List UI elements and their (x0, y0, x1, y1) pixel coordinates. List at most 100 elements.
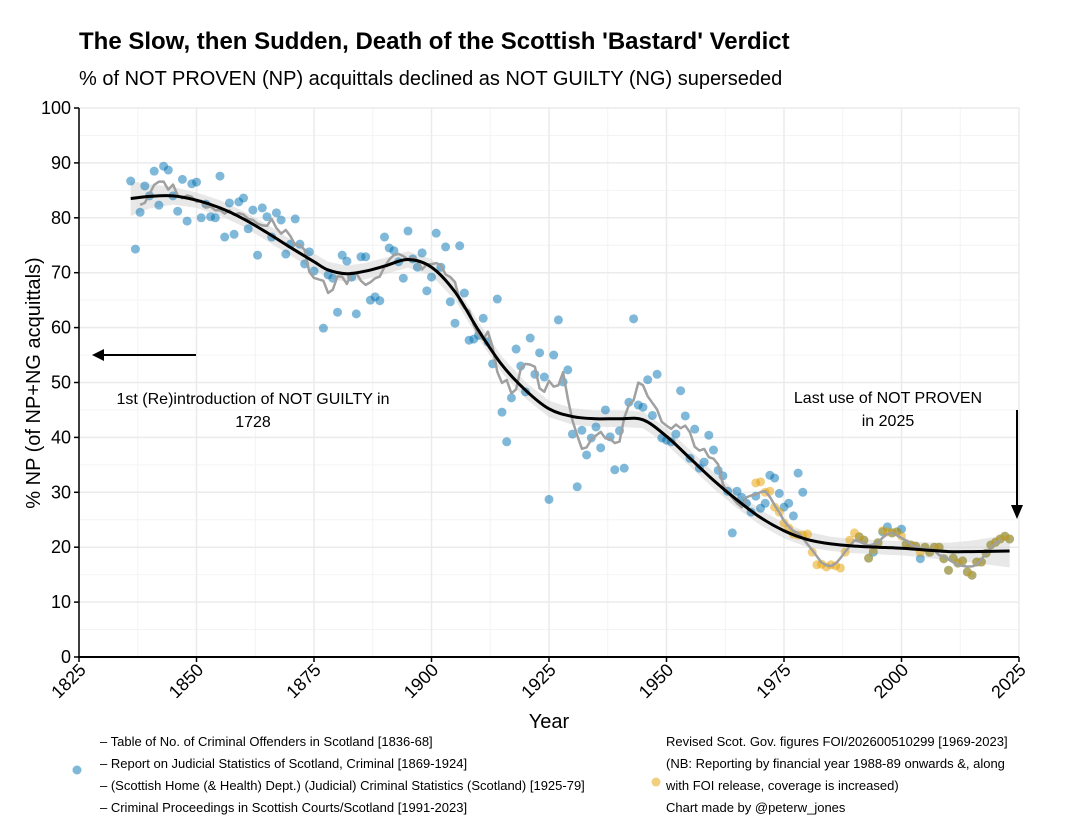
data-point-official (304, 247, 314, 257)
data-point-official (135, 207, 145, 217)
data-point-official (257, 203, 267, 213)
data-point-official (582, 450, 592, 460)
data-point-official (572, 482, 582, 492)
data-point-official (478, 313, 488, 323)
data-point-official (793, 468, 803, 478)
arrow-left-icon (92, 349, 104, 361)
data-point-foi (756, 477, 765, 487)
data-point-official (422, 286, 432, 296)
data-point-official (149, 166, 159, 176)
legend-line: (NB: Reporting by financial year 1988-89… (666, 756, 1005, 771)
data-point-official (676, 386, 686, 396)
y-tick-label: 0 (61, 647, 71, 667)
data-point-foi (835, 563, 845, 573)
data-point-official (737, 492, 747, 502)
data-point-official (130, 244, 140, 254)
data-point-official (333, 307, 342, 317)
y-tick-label: 70 (51, 263, 71, 283)
smooth-trend-line (130, 194, 1010, 554)
data-point-official (727, 528, 737, 538)
data-point-official (553, 315, 563, 325)
data-point-official (220, 232, 230, 242)
x-tick-label: 1975 (752, 660, 794, 702)
legend-label-official: – Table of No. of Criminal Offenders in … (100, 731, 585, 819)
data-point-official (215, 171, 225, 181)
data-point-official (600, 405, 610, 415)
y-tick-label: 80 (51, 208, 71, 228)
y-tick-label: 60 (51, 318, 71, 338)
data-point-official (450, 318, 460, 328)
data-point-official (770, 473, 780, 483)
data-point-official (163, 165, 173, 175)
data-point-official (680, 411, 690, 421)
data-point-official (638, 402, 648, 412)
data-point-official (271, 208, 281, 218)
x-tick-label: 1950 (635, 660, 677, 702)
data-point-official (516, 361, 526, 371)
chart-subtitle: % of NOT PROVEN (NP) acquittals declined… (79, 68, 783, 90)
data-point-official (196, 213, 206, 223)
data-point-official (671, 429, 681, 439)
data-point-official (619, 463, 629, 473)
lines-group (130, 180, 1010, 568)
data-point-official (577, 425, 587, 435)
legend-line: Revised Scot. Gov. figures FOI/202600510… (666, 734, 1008, 749)
data-point-official (732, 486, 742, 496)
data-point-foi (1005, 534, 1015, 544)
data-point-official (539, 372, 549, 382)
legend-line: – Report on Judicial Statistics of Scotl… (100, 756, 468, 771)
data-point-official (290, 214, 300, 224)
x-axis-label: Year (529, 711, 570, 733)
data-point-official (342, 256, 352, 266)
data-point-official (182, 216, 192, 226)
data-point-official (699, 457, 709, 467)
data-point-official (915, 554, 925, 564)
data-point-official (380, 232, 389, 242)
confidence-ribbon (130, 181, 1010, 568)
legend-line: – Table of No. of Criminal Offenders in … (100, 734, 433, 749)
data-point-official (210, 213, 220, 223)
data-point-official (417, 248, 427, 258)
y-tick-label: 40 (51, 427, 71, 447)
data-point-official (192, 177, 201, 187)
data-point-official (704, 430, 714, 440)
data-point-official (441, 242, 451, 252)
data-point-foi (976, 557, 986, 567)
data-point-official (784, 498, 794, 508)
data-point-official (281, 249, 291, 259)
y-tick-label: 30 (51, 482, 71, 502)
data-point-official (389, 246, 399, 256)
data-point-official (690, 424, 700, 434)
x-tick-label: 1850 (165, 660, 207, 702)
data-point-official (544, 494, 554, 504)
data-point-official (760, 498, 770, 508)
data-point-official (140, 181, 150, 191)
data-point-foi (803, 529, 812, 539)
data-point-official (502, 437, 512, 447)
legend-key-official (72, 765, 82, 775)
y-tick-label: 90 (51, 153, 71, 173)
x-tick-label: 2025 (987, 660, 1029, 702)
annotation-not-guilty-text: 1728 (235, 414, 271, 431)
data-point-official (563, 365, 573, 375)
data-point-official (647, 410, 657, 420)
x-tick-label: 1900 (400, 660, 442, 702)
data-point-official (549, 350, 559, 360)
data-point-official (788, 511, 798, 521)
data-point-official (774, 488, 784, 498)
data-point-official (506, 393, 516, 403)
x-tick-label: 1825 (47, 660, 89, 702)
data-point-official (248, 205, 258, 215)
y-tick-label: 100 (41, 98, 71, 118)
data-point-official (709, 445, 718, 455)
data-point-official (398, 273, 408, 283)
data-point-official (798, 487, 808, 497)
data-point-official (629, 314, 639, 324)
data-point-official (431, 228, 441, 238)
annotation-not-guilty-text: 1st (Re)introduction of NOT GUILTY in (117, 391, 390, 408)
data-point-official (596, 443, 606, 453)
annotation-not-proven-text: Last use of NOT PROVEN (794, 390, 982, 407)
data-point-official (497, 407, 507, 417)
annotation-not-proven-text: in 2025 (862, 413, 915, 430)
data-point-official (445, 297, 455, 307)
